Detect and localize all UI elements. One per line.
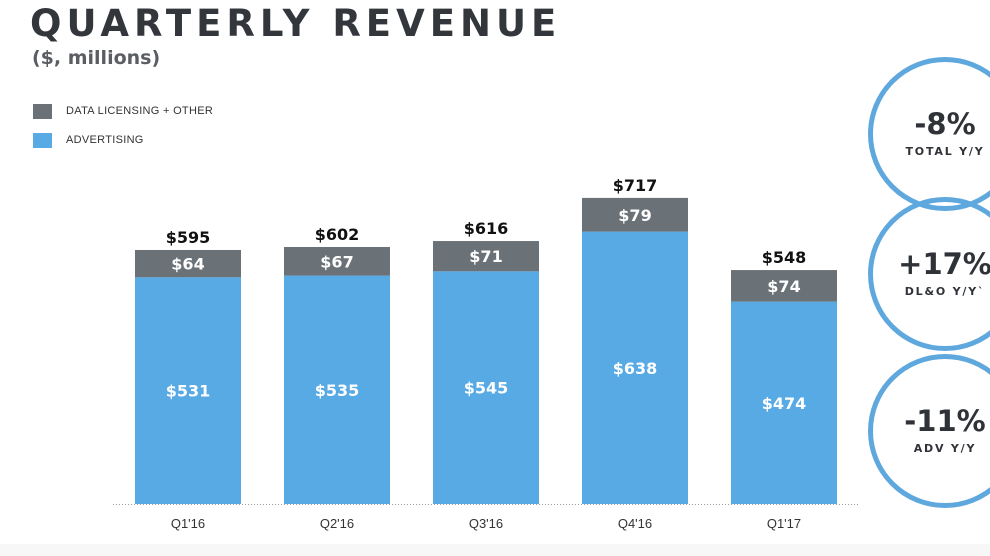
kpi-dlo-value: +17%	[898, 247, 990, 281]
x-tick-label: Q1'17	[767, 516, 801, 531]
bar-advertising	[731, 301, 837, 504]
legend-swatch-advertising	[33, 132, 52, 148]
bar-dl-other	[433, 241, 539, 272]
kpi-total-value: -8%	[914, 107, 976, 141]
kpi-adv-value: -11%	[904, 404, 986, 438]
data-label-total: $717	[613, 176, 658, 195]
data-label-total: $548	[762, 248, 807, 267]
chart-subtitle: ($, millions)	[32, 47, 161, 69]
kpi-dlo-label: DL&O Y/Y`	[904, 285, 986, 298]
bar-advertising	[582, 231, 688, 504]
kpi-adv-label: ADV Y/Y	[913, 442, 977, 455]
kpi-adv-yoy: -11% ADV Y/Y	[868, 354, 990, 508]
data-label-total: $595	[166, 228, 211, 247]
x-tick-label: Q1'16	[171, 516, 205, 531]
bar-dl-other	[135, 249, 241, 278]
legend-label-advertising: ADVERTISING	[66, 134, 144, 146]
kpi-total-label: TOTAL Y/Y	[905, 145, 985, 158]
bar-advertising	[433, 271, 539, 504]
data-label-advertising: $531	[166, 382, 211, 401]
legend-item-dl-other: DATA LICENSING + OTHER	[33, 103, 213, 119]
data-label-dl-other: $71	[469, 247, 502, 266]
bar-advertising	[135, 277, 241, 504]
bar-dl-other	[731, 270, 837, 302]
chart-title: QUARTERLY REVENUE	[30, 2, 562, 45]
data-label-advertising: $535	[315, 381, 360, 400]
data-label-advertising: $474	[762, 394, 807, 413]
legend-item-advertising: ADVERTISING	[33, 132, 213, 148]
bar-dl-other	[582, 197, 688, 232]
legend-swatch-dl-other	[33, 103, 52, 119]
x-tick-label: Q3'16	[469, 516, 503, 531]
legend-label-dl-other: DATA LICENSING + OTHER	[66, 105, 214, 117]
data-label-dl-other: $67	[320, 252, 353, 271]
x-tick-label: Q4'16	[618, 516, 652, 531]
chart-legend: DATA LICENSING + OTHER ADVERTISING	[33, 103, 213, 161]
data-label-advertising: $638	[613, 359, 658, 378]
data-label-dl-other: $74	[767, 277, 800, 296]
data-label-total: $616	[464, 219, 509, 238]
data-label-advertising: $545	[464, 379, 509, 398]
footer-strip	[0, 544, 990, 556]
bar-dl-other	[284, 247, 390, 276]
data-label-dl-other: $79	[618, 206, 651, 225]
kpi-dlo-yoy: +17% DL&O Y/Y`	[868, 197, 990, 351]
data-label-dl-other: $64	[171, 255, 204, 274]
x-tick-label: Q2'16	[320, 516, 354, 531]
bar-advertising	[284, 275, 390, 504]
data-label-total: $602	[315, 225, 360, 244]
